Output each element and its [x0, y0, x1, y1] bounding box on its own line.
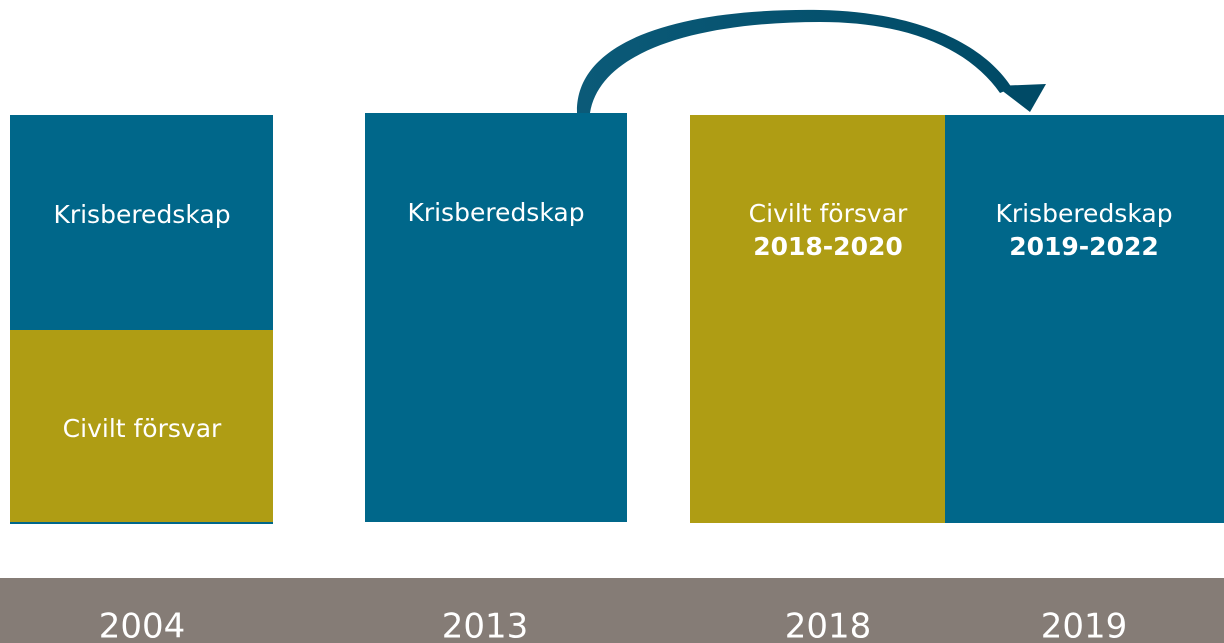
block-label: Civilt försvar — [749, 199, 908, 228]
year-label: 2004 — [99, 607, 186, 643]
block-krisberedskap — [365, 113, 627, 522]
block-label: Civilt försvar — [63, 414, 222, 443]
block-period: 2018-2020 — [753, 232, 903, 261]
block-label: Krisberedskap — [53, 200, 230, 229]
block-civilt-forsvar — [10, 330, 273, 523]
block-civilt-forsvar — [690, 115, 945, 523]
arrow-head — [996, 84, 1046, 112]
block-period: 2019-2022 — [1009, 232, 1159, 261]
block-label: Krisberedskap — [995, 199, 1172, 228]
block-edge — [10, 522, 273, 524]
block-krisberedskap — [945, 115, 1224, 523]
block-krisberedskap — [10, 115, 273, 330]
block-label: Krisberedskap — [407, 198, 584, 227]
year-label: 2019 — [1041, 607, 1128, 643]
timeline-bar — [0, 578, 1224, 643]
arrow-body — [576, 9, 1012, 113]
year-label: 2013 — [442, 607, 529, 643]
year-label: 2018 — [785, 607, 872, 643]
